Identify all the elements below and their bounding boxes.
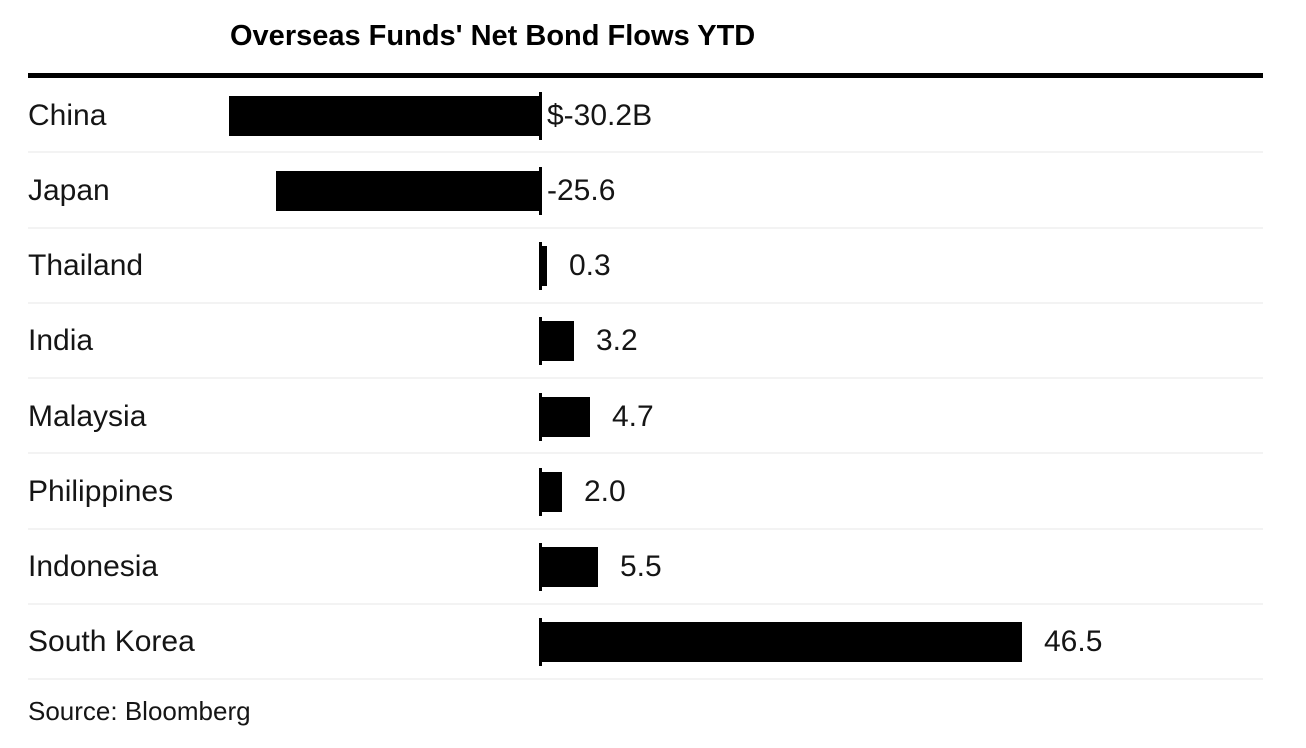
bar: [541, 321, 574, 362]
value-label: 2.0: [584, 474, 626, 508]
category-label: South Korea: [28, 625, 195, 659]
zero-baseline-tick: [539, 242, 542, 291]
category-label: Malaysia: [28, 399, 147, 433]
zero-baseline-tick: [539, 392, 542, 441]
value-label: 0.3: [569, 249, 611, 283]
row-separator: [28, 527, 1263, 530]
row-separator: [28, 226, 1263, 229]
category-label: China: [28, 98, 107, 132]
top-rule: [28, 73, 1263, 78]
chart-row: Japan -25.6: [0, 153, 1306, 229]
bar: [541, 246, 547, 287]
category-label: Indonesia: [28, 550, 159, 584]
row-separator: [28, 377, 1263, 379]
chart-row: Thailand 0.3: [0, 229, 1306, 304]
value-label: 5.5: [620, 550, 662, 584]
zero-baseline-tick: [539, 618, 542, 667]
bar: [541, 396, 590, 437]
chart-row: South Korea 46.5: [0, 605, 1306, 680]
row-separator: [28, 301, 1263, 304]
zero-baseline-tick: [539, 91, 542, 140]
value-label: 4.7: [612, 399, 654, 433]
row-separator: [28, 151, 1263, 154]
category-label: India: [28, 324, 94, 358]
row-separator: [28, 452, 1263, 455]
bar: [229, 95, 541, 136]
chart-row: China $-30.2B: [0, 78, 1306, 154]
chart-row: Philippines 2.0: [0, 454, 1306, 530]
bar: [276, 170, 541, 211]
zero-baseline-tick: [539, 317, 542, 366]
zero-baseline-tick: [539, 166, 542, 215]
category-label: Thailand: [28, 249, 144, 283]
chart-row: Malaysia 4.7: [0, 379, 1306, 455]
bar: [541, 622, 1022, 663]
bar: [541, 547, 598, 588]
value-label: 3.2: [596, 324, 638, 358]
chart-title: Overseas Funds' Net Bond Flows YTD: [230, 20, 756, 52]
category-label: Philippines: [28, 474, 174, 508]
chart-row: Indonesia 5.5: [0, 530, 1306, 605]
zero-baseline-tick: [539, 467, 542, 516]
row-separator: [28, 602, 1263, 605]
chart-row: India 3.2: [0, 304, 1306, 379]
row-separator: [28, 678, 1263, 680]
value-label: -25.6: [547, 173, 616, 207]
zero-baseline-tick: [539, 543, 542, 592]
value-label: 46.5: [1044, 625, 1103, 659]
chart-rows: China $-30.2B Japan -25.6 Thailand 0.3 I…: [0, 78, 1306, 680]
category-label: Japan: [28, 173, 110, 207]
value-label: $-30.2B: [547, 98, 653, 132]
bar: [541, 471, 562, 512]
source-label: Source: Bloomberg: [28, 696, 251, 726]
